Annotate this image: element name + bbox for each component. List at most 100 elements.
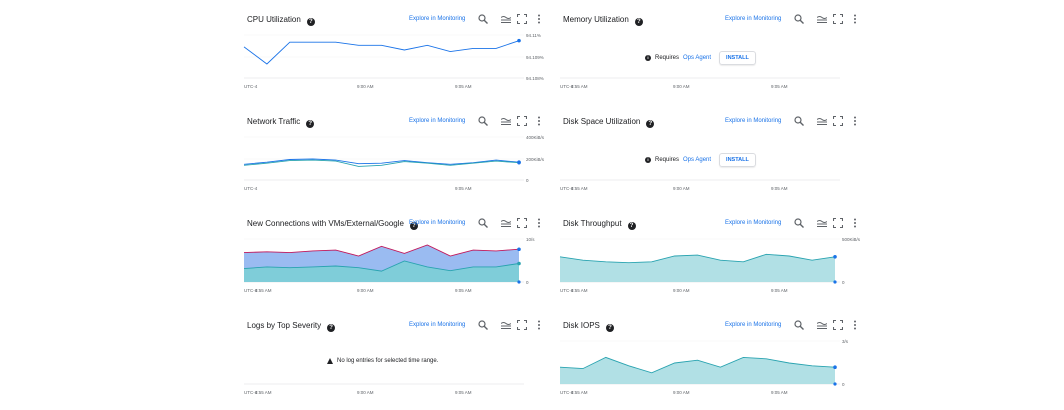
fullscreen-icon[interactable]: [833, 116, 843, 126]
chart-options-icon[interactable]: [817, 14, 827, 24]
chart-svg: [243, 238, 524, 284]
y-tick-label: 500KiB/s: [842, 237, 861, 242]
x-tick-label: 9:00 AM: [673, 288, 690, 293]
chart-options-icon[interactable]: [817, 218, 827, 228]
series-end-point[interactable]: [833, 365, 837, 369]
series-line[interactable]: [559, 253, 836, 264]
fullscreen-icon[interactable]: [517, 116, 527, 126]
more-vert-icon[interactable]: [534, 14, 544, 24]
card-title: Disk Space Utilization: [563, 117, 641, 126]
fullscreen-icon[interactable]: [833, 14, 843, 24]
chart-options-icon[interactable]: [501, 320, 511, 330]
x-tick-label: UTC-4: [244, 84, 258, 89]
more-vert-icon[interactable]: [850, 116, 860, 126]
requires-text: Requires: [655, 55, 680, 61]
more-vert-icon[interactable]: [850, 14, 860, 24]
series-line[interactable]: [243, 40, 520, 65]
chart-options-icon[interactable]: [501, 218, 511, 228]
card-title: New Connections with VMs/External/Google: [247, 219, 404, 228]
more-vert-icon[interactable]: [850, 218, 860, 228]
new-connections-card: New Connections with VMs/External/Google…: [239, 209, 549, 301]
x-tick-label: 9:05 AM: [771, 84, 788, 89]
series-end-point[interactable]: [517, 247, 521, 252]
help-icon[interactable]: ?: [627, 222, 636, 230]
x-tick-label: 8:55 AM: [571, 390, 588, 395]
fullscreen-icon[interactable]: [517, 218, 527, 228]
series-end-point[interactable]: [833, 255, 837, 259]
y-tick-label: 94.11%: [526, 33, 541, 38]
chart-options-icon[interactable]: [817, 116, 827, 126]
help-icon[interactable]: ?: [327, 324, 336, 332]
y-tick-label: 400KiB/s: [526, 135, 545, 140]
zoom-icon[interactable]: [478, 320, 488, 330]
y-tick-label: 0: [842, 280, 845, 285]
more-vert-icon[interactable]: [534, 116, 544, 126]
fullscreen-icon[interactable]: [517, 14, 527, 24]
memory-card: Memory Utilization? Explore in Monitorin…: [555, 5, 865, 97]
y-tick-label: 10/s: [526, 237, 535, 242]
series-area: [560, 357, 835, 384]
requires-agent-message: i Requires Ops Agent INSTALL: [645, 51, 756, 65]
card-title: Disk IOPS: [563, 321, 600, 330]
series-line[interactable]: [243, 260, 520, 272]
explore-in-monitoring-link[interactable]: Explore in Monitoring: [725, 16, 782, 22]
fullscreen-icon[interactable]: [833, 320, 843, 330]
zoom-icon[interactable]: [478, 116, 488, 126]
explore-in-monitoring-link[interactable]: Explore in Monitoring: [409, 16, 466, 22]
more-vert-icon[interactable]: [850, 320, 860, 330]
chart-plot-area: [243, 237, 524, 287]
chart-plot-area: [243, 33, 524, 83]
explore-in-monitoring-link[interactable]: Explore in Monitoring: [725, 322, 782, 328]
help-icon[interactable]: ?: [605, 324, 614, 332]
y-tick-label: 200KiB/s: [526, 157, 545, 162]
card-title: Memory Utilization: [563, 15, 629, 24]
fullscreen-icon[interactable]: [833, 218, 843, 228]
more-vert-icon[interactable]: [534, 218, 544, 228]
series-line[interactable]: [243, 158, 520, 165]
zoom-icon[interactable]: [794, 116, 804, 126]
install-button[interactable]: INSTALL: [719, 153, 756, 167]
explore-in-monitoring-link[interactable]: Explore in Monitoring: [409, 220, 466, 226]
zoom-icon[interactable]: [794, 14, 804, 24]
ops-agent-link[interactable]: Ops Agent: [683, 157, 712, 163]
warning-icon: [327, 358, 333, 364]
series-end-point[interactable]: [517, 160, 521, 165]
help-icon[interactable]: ?: [634, 18, 643, 26]
explore-in-monitoring-link[interactable]: Explore in Monitoring: [725, 118, 782, 124]
x-tick-label: 9:00 AM: [673, 84, 690, 89]
x-tick-label: UTC-4: [560, 186, 574, 191]
explore-in-monitoring-link[interactable]: Explore in Monitoring: [409, 118, 466, 124]
y-tick-label: 94.109%: [526, 55, 544, 60]
x-tick-label: 9:00 AM: [357, 390, 374, 395]
series-line[interactable]: [243, 244, 520, 257]
series-end-point[interactable]: [517, 261, 521, 266]
chart-svg: [559, 238, 840, 284]
zoom-icon[interactable]: [794, 218, 804, 228]
ops-agent-link[interactable]: Ops Agent: [683, 55, 712, 61]
series-line[interactable]: [559, 356, 836, 374]
zoom-icon[interactable]: [478, 14, 488, 24]
zoom-icon[interactable]: [478, 218, 488, 228]
chart-plot-area: [560, 33, 840, 83]
x-tick-label: 9:05 AM: [771, 186, 788, 191]
install-button[interactable]: INSTALL: [719, 51, 756, 65]
x-tick-label: UTC-4: [560, 84, 574, 89]
x-tick-label: UTC-4: [560, 288, 574, 293]
help-icon[interactable]: ?: [306, 120, 315, 128]
help-icon[interactable]: ?: [646, 120, 655, 128]
fullscreen-icon[interactable]: [517, 320, 527, 330]
y-tick-label: 94.108%: [526, 76, 544, 81]
chart-options-icon[interactable]: [817, 320, 827, 330]
explore-in-monitoring-link[interactable]: Explore in Monitoring: [725, 220, 782, 226]
more-vert-icon[interactable]: [534, 320, 544, 330]
help-icon[interactable]: ?: [306, 18, 315, 26]
x-tick-label: UTC-4: [244, 288, 258, 293]
chart-options-icon[interactable]: [501, 116, 511, 126]
series-end-point[interactable]: [517, 38, 521, 43]
chart-options-icon[interactable]: [501, 14, 511, 24]
requires-text: Requires: [655, 157, 680, 163]
zoom-icon[interactable]: [794, 320, 804, 330]
explore-in-monitoring-link[interactable]: Explore in Monitoring: [409, 322, 466, 328]
help-icon[interactable]: ?: [409, 222, 418, 230]
series-line[interactable]: [243, 159, 520, 167]
